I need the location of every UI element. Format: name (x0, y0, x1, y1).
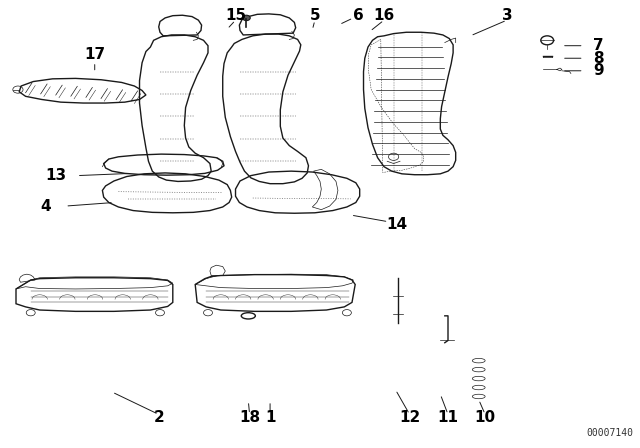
Text: 16: 16 (373, 8, 395, 23)
Text: 00007140: 00007140 (587, 428, 634, 438)
Text: 15: 15 (225, 8, 246, 23)
Text: 10: 10 (474, 410, 496, 425)
Text: 3: 3 (502, 8, 512, 23)
Text: 12: 12 (399, 410, 420, 425)
Text: 9: 9 (593, 63, 604, 78)
Text: 11: 11 (438, 410, 458, 425)
Text: 18: 18 (239, 410, 260, 425)
Text: 17: 17 (84, 47, 106, 62)
Circle shape (243, 15, 250, 21)
Text: 7: 7 (593, 38, 604, 53)
Text: 8: 8 (593, 51, 604, 66)
Text: 13: 13 (45, 168, 67, 183)
Text: 1: 1 (265, 410, 275, 425)
Text: 5: 5 (310, 8, 320, 23)
Text: 6: 6 (353, 8, 364, 23)
Text: 14: 14 (386, 216, 408, 232)
Text: 4: 4 (41, 198, 51, 214)
Text: 2: 2 (154, 410, 164, 425)
